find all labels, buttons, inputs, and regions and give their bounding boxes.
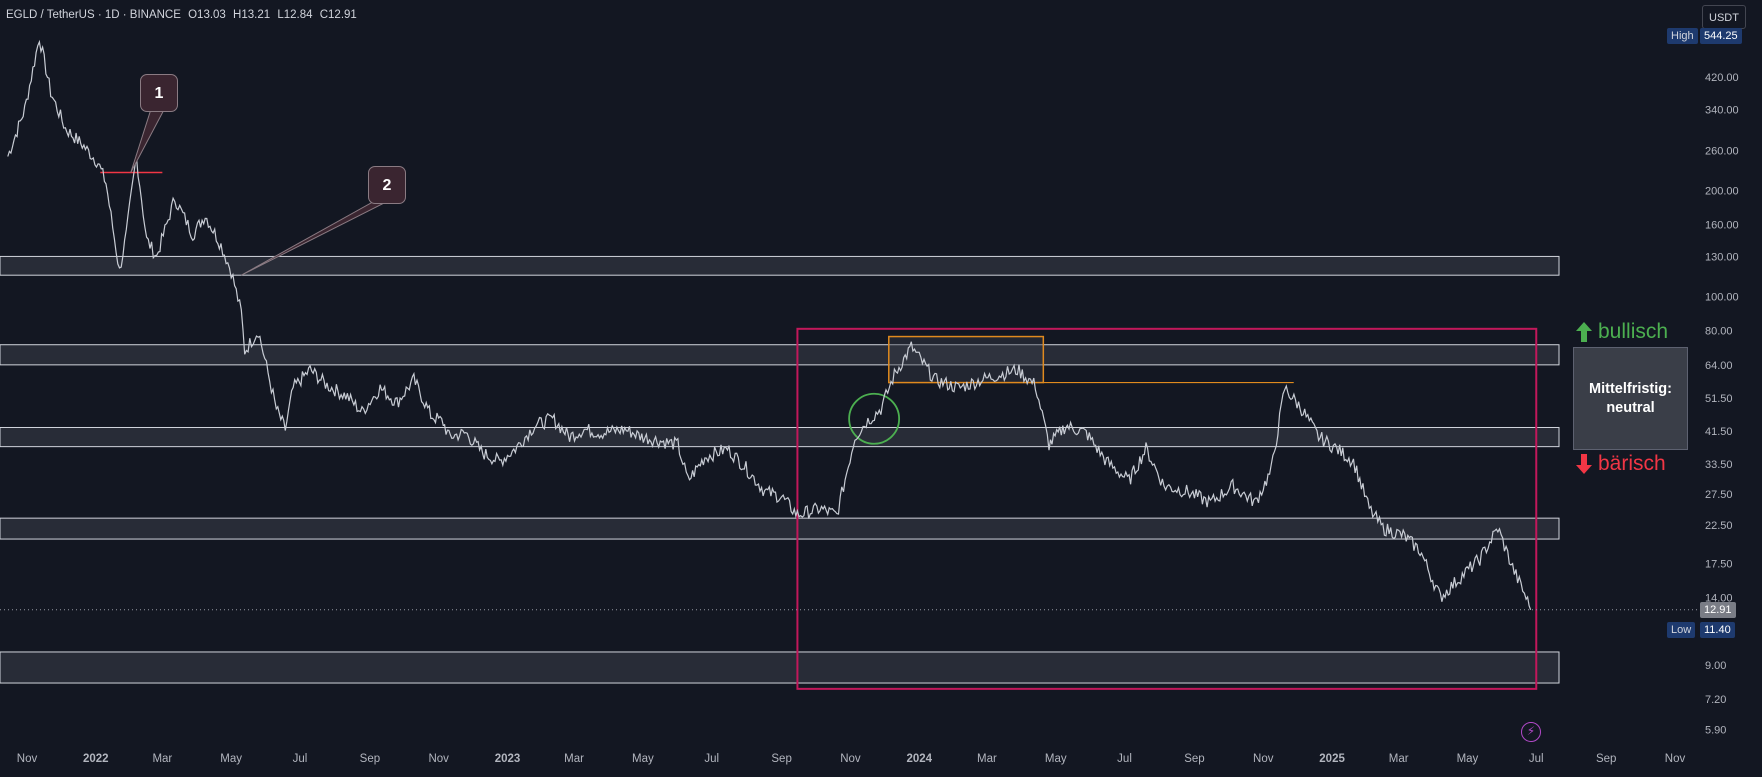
x-tick-label: Mar (564, 753, 584, 765)
y-tick-label: 80.00 (1705, 326, 1733, 338)
high-value-tag: 544.25 (1700, 28, 1742, 44)
x-tick-label: 2024 (906, 753, 932, 765)
x-tick-label: Jul (1117, 753, 1132, 765)
low-value: L12.84 (277, 9, 313, 21)
x-tick-label: Sep (771, 753, 791, 765)
zone-3 (0, 426, 1560, 448)
marker-2[interactable]: 2 (368, 166, 406, 204)
breakout-circle (848, 392, 901, 445)
y-tick-label: 200.00 (1705, 186, 1739, 198)
x-tick-label: May (632, 753, 654, 765)
bearish-label: bärisch (1576, 452, 1666, 476)
high-label-tag: High (1667, 28, 1698, 44)
y-tick-label: 100.00 (1705, 292, 1739, 304)
y-tick-label: 22.50 (1705, 520, 1733, 532)
currency-button[interactable]: USDT (1702, 5, 1746, 29)
horizontal-zones (0, 255, 1560, 684)
x-tick-label: Mar (1389, 753, 1409, 765)
arrow-down-icon (1576, 454, 1592, 475)
neutral-line-2: neutral (1606, 399, 1655, 416)
x-tick-label: May (220, 753, 242, 765)
x-tick-label: Sep (360, 753, 380, 765)
y-tick-label: 9.00 (1705, 660, 1726, 672)
x-tick-label: 2023 (495, 753, 521, 765)
price-series-line (7, 39, 1532, 611)
zone-4 (0, 517, 1560, 540)
low-label-tag: Low (1667, 622, 1696, 638)
last-price-tag: 12.91 (1700, 602, 1736, 618)
lightning-icon[interactable]: ⚡ (1521, 722, 1541, 742)
zone-5 (0, 651, 1560, 684)
neutral-box: Mittelfristig: neutral (1573, 347, 1688, 450)
y-tick-label: 14.00 (1705, 592, 1733, 604)
x-tick-label: Jul (1529, 753, 1544, 765)
y-tick-label: 51.50 (1705, 393, 1733, 405)
y-tick-label: 260.00 (1705, 145, 1739, 157)
x-tick-label: Nov (840, 753, 861, 765)
callout-pointer-1 (130, 105, 167, 173)
y-tick-label: 33.50 (1705, 459, 1733, 471)
arrow-up-icon (1576, 322, 1592, 343)
price-axis: 420.00 340.00 260.00 200.00 160.00 130.00 100.… (1705, 72, 1739, 737)
x-tick-label: May (1045, 753, 1067, 765)
high-value: H13.21 (233, 9, 271, 21)
callout-pointers (130, 105, 395, 276)
zone-2 (0, 344, 1560, 366)
y-tick-label: 5.90 (1705, 725, 1726, 737)
close-value: C12.91 (319, 9, 357, 21)
y-tick-label: 340.00 (1705, 104, 1739, 116)
y-tick-label: 17.50 (1705, 558, 1733, 570)
symbol-header: EGLD / TetherUS · 1D · BINANCE O13.03 H1… (6, 9, 361, 21)
marker-1[interactable]: 1 (140, 74, 178, 112)
bullish-text: bullisch (1598, 320, 1669, 343)
bearish-text: bärisch (1598, 452, 1666, 475)
bullish-label: bullisch (1576, 320, 1668, 344)
y-tick-label: 41.50 (1705, 426, 1733, 438)
x-tick-label: Nov (17, 753, 38, 765)
x-tick-label: Jul (704, 753, 719, 765)
y-tick-label: 130.00 (1705, 251, 1739, 263)
x-tick-label: Sep (1596, 753, 1616, 765)
y-tick-label: 27.50 (1705, 489, 1733, 501)
x-tick-label: Nov (428, 753, 449, 765)
x-tick-label: Jul (293, 753, 308, 765)
x-tick-label: Nov (1253, 753, 1274, 765)
low-value-tag: 11.40 (1700, 622, 1735, 638)
y-tick-label: 64.00 (1705, 360, 1733, 372)
open-value: O13.03 (188, 9, 226, 21)
x-tick-label: Sep (1184, 753, 1204, 765)
x-tick-label: Mar (977, 753, 997, 765)
x-tick-label: Nov (1665, 753, 1686, 765)
x-tick-label: 2022 (83, 753, 109, 765)
time-axis: Nov 2022 Mar May Jul Sep Nov 2023 Mar May Jul Sep No… (17, 753, 1686, 765)
y-tick-label: 420.00 (1705, 72, 1739, 84)
x-tick-label: May (1457, 753, 1479, 765)
y-tick-label: 160.00 (1705, 220, 1739, 232)
symbol-label[interactable]: EGLD / TetherUS · 1D · BINANCE (6, 9, 181, 21)
x-tick-label: 2025 (1319, 753, 1345, 765)
neutral-line-1: Mittelfristig: (1589, 380, 1672, 397)
x-tick-label: Mar (152, 753, 172, 765)
zone-1 (0, 255, 1560, 276)
y-tick-label: 7.20 (1705, 694, 1726, 706)
